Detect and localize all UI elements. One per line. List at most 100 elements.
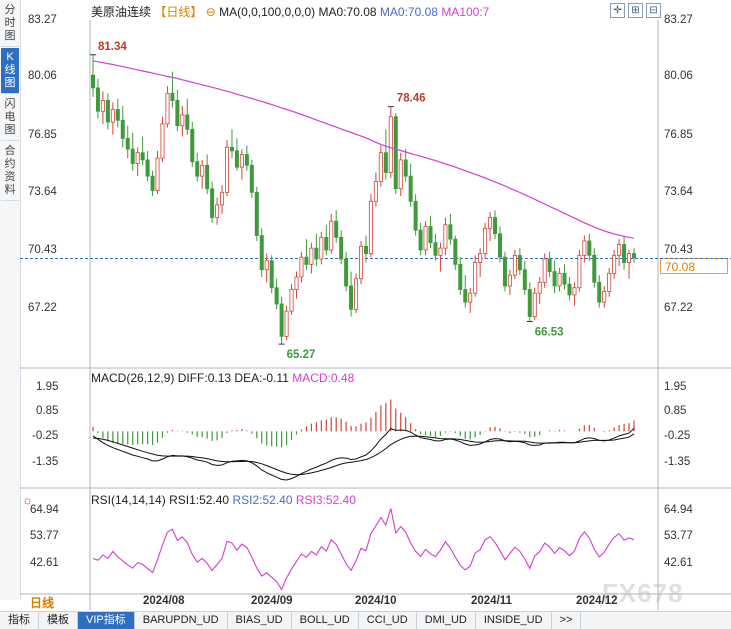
macd-group — [92, 399, 635, 481]
extreme-label: 65.27 — [287, 349, 316, 361]
candle-body — [115, 109, 120, 121]
zoom-in-icon[interactable]: ⊞ — [628, 3, 643, 18]
candle-body — [100, 100, 105, 112]
candle-body — [91, 74, 96, 89]
candle-body — [587, 240, 592, 256]
rsi-tick: 53.77 — [664, 530, 693, 542]
candle-body — [269, 260, 274, 289]
candle-body — [180, 114, 185, 127]
tab-indicators[interactable]: 指标 — [0, 612, 39, 629]
candle-body — [607, 272, 612, 292]
rsi1-value: RSI1:52.40 — [169, 493, 230, 507]
candle-body — [473, 262, 478, 294]
rsi-line — [92, 508, 635, 591]
price-tick: 83.27 — [28, 14, 57, 26]
zoom-out-icon[interactable]: ⊟ — [646, 3, 661, 18]
candle-body — [304, 256, 309, 265]
tab-dmi[interactable]: DMI_UD — [417, 612, 476, 629]
candle-body — [244, 154, 249, 166]
candle-body — [284, 310, 289, 337]
candle-body — [125, 137, 130, 150]
candle-body — [542, 258, 547, 283]
candle-body — [229, 146, 234, 152]
candle-body — [185, 114, 190, 130]
candle-body — [418, 229, 423, 251]
chart-toolbar: ✛ ⊞ ⊟ — [610, 3, 661, 18]
candle-body — [552, 271, 557, 287]
candle-body — [443, 224, 448, 249]
candle-body — [254, 191, 259, 236]
period-badge: 【日线】 — [154, 5, 203, 19]
tab-bias[interactable]: BIAS_UD — [228, 612, 292, 629]
macd-legend: MACD(26,12,9) DIFF:0.13 DEA:-0.11 MACD:0… — [91, 371, 354, 387]
candle-body — [602, 290, 607, 303]
candle-body — [220, 191, 225, 206]
candle-body — [354, 278, 359, 310]
candle-body — [264, 260, 269, 271]
candle-body — [547, 258, 552, 272]
price-tick: 70.43 — [28, 244, 57, 256]
tab-cci[interactable]: CCI_UD — [359, 612, 417, 629]
candle-body — [195, 161, 200, 177]
candle-body — [398, 159, 403, 190]
macd-dea-value: DEA:-0.11 — [234, 371, 289, 385]
candle-body — [339, 236, 344, 260]
price-tick: 73.64 — [664, 186, 693, 198]
indicator-tab-bar: 指标 模板 VIP指标 BARUPDN_UD BIAS_UD BOLL_UD C… — [0, 611, 731, 629]
tab-templates[interactable]: 模板 — [39, 612, 78, 629]
macd-diff-value: DIFF:0.13 — [177, 371, 232, 385]
macd-tick: 1.95 — [664, 381, 687, 393]
candle-body — [274, 287, 279, 305]
candle-body — [478, 253, 483, 263]
price-tick: 76.85 — [28, 129, 57, 141]
candle-body — [378, 152, 383, 182]
candle-body — [145, 159, 150, 177]
x-label: 2024/12 — [576, 595, 618, 607]
macd-tick: -0.25 — [32, 430, 59, 442]
candle-body — [458, 263, 463, 290]
macd-hist-value: MACD:0.48 — [292, 371, 355, 385]
annotation-group: 81.34 78.46 65.27 66.53 — [90, 41, 564, 361]
candle-body — [249, 164, 254, 193]
tab-intraday-chart[interactable]: 分 时 图 — [1, 1, 19, 47]
candle-body — [597, 281, 602, 303]
tab-vip-indicators[interactable]: VIP指标 — [78, 612, 135, 629]
settings-icon[interactable]: ⊖ — [205, 5, 216, 19]
candle-body — [463, 289, 468, 303]
candle-body — [329, 220, 334, 251]
macd-tick: -1.35 — [32, 456, 59, 468]
tab-barupdn[interactable]: BARUPDN_UD — [135, 612, 228, 629]
macd-diff-line — [92, 428, 635, 481]
ma-params: MA(0,0,100,0,0,0) — [219, 5, 316, 19]
candle-body — [393, 116, 398, 190]
crosshair-icon[interactable]: ✛ — [610, 3, 625, 18]
tab-more-button[interactable]: >> — [552, 612, 582, 629]
candle-body — [502, 256, 507, 287]
tab-contract-info[interactable]: 合 约 资 料 — [1, 142, 19, 201]
candle-body — [493, 217, 498, 235]
candle-body — [413, 200, 418, 231]
candle-body — [433, 242, 438, 256]
price-tick: 80.06 — [664, 70, 693, 82]
candle-body — [344, 258, 349, 287]
candle-body — [388, 116, 393, 173]
candle-body — [383, 152, 388, 173]
rsi-legend-text: RSI(14,14,14) RSI1:52.40 RSI2:52.40 RSI3… — [91, 493, 356, 509]
tab-flash-chart[interactable]: 闪 电 图 — [1, 95, 19, 141]
candle-body — [612, 254, 617, 274]
ma100-value: MA100:7 — [441, 5, 490, 19]
candle-body — [130, 148, 135, 164]
macd-tick: 1.95 — [36, 381, 59, 393]
sun-icon[interactable]: ☼ — [22, 493, 33, 507]
tab-inside[interactable]: INSIDE_UD — [476, 612, 552, 629]
candle-body — [105, 100, 110, 123]
extreme-label: 66.53 — [535, 326, 564, 338]
main-legend: 美原油连续 【日线】 ⊖ MA(0,0,100,0,0,0) MA0:70.08… — [91, 3, 489, 19]
price-tick: 73.64 — [28, 186, 57, 198]
tab-boll[interactable]: BOLL_UD — [292, 612, 359, 629]
price-tick: 67.22 — [664, 302, 693, 314]
period-selector[interactable]: 日线 — [30, 596, 55, 610]
candle-body — [363, 245, 368, 254]
candle-body — [239, 154, 244, 168]
tab-kline-chart[interactable]: K 线 图 — [1, 48, 19, 94]
